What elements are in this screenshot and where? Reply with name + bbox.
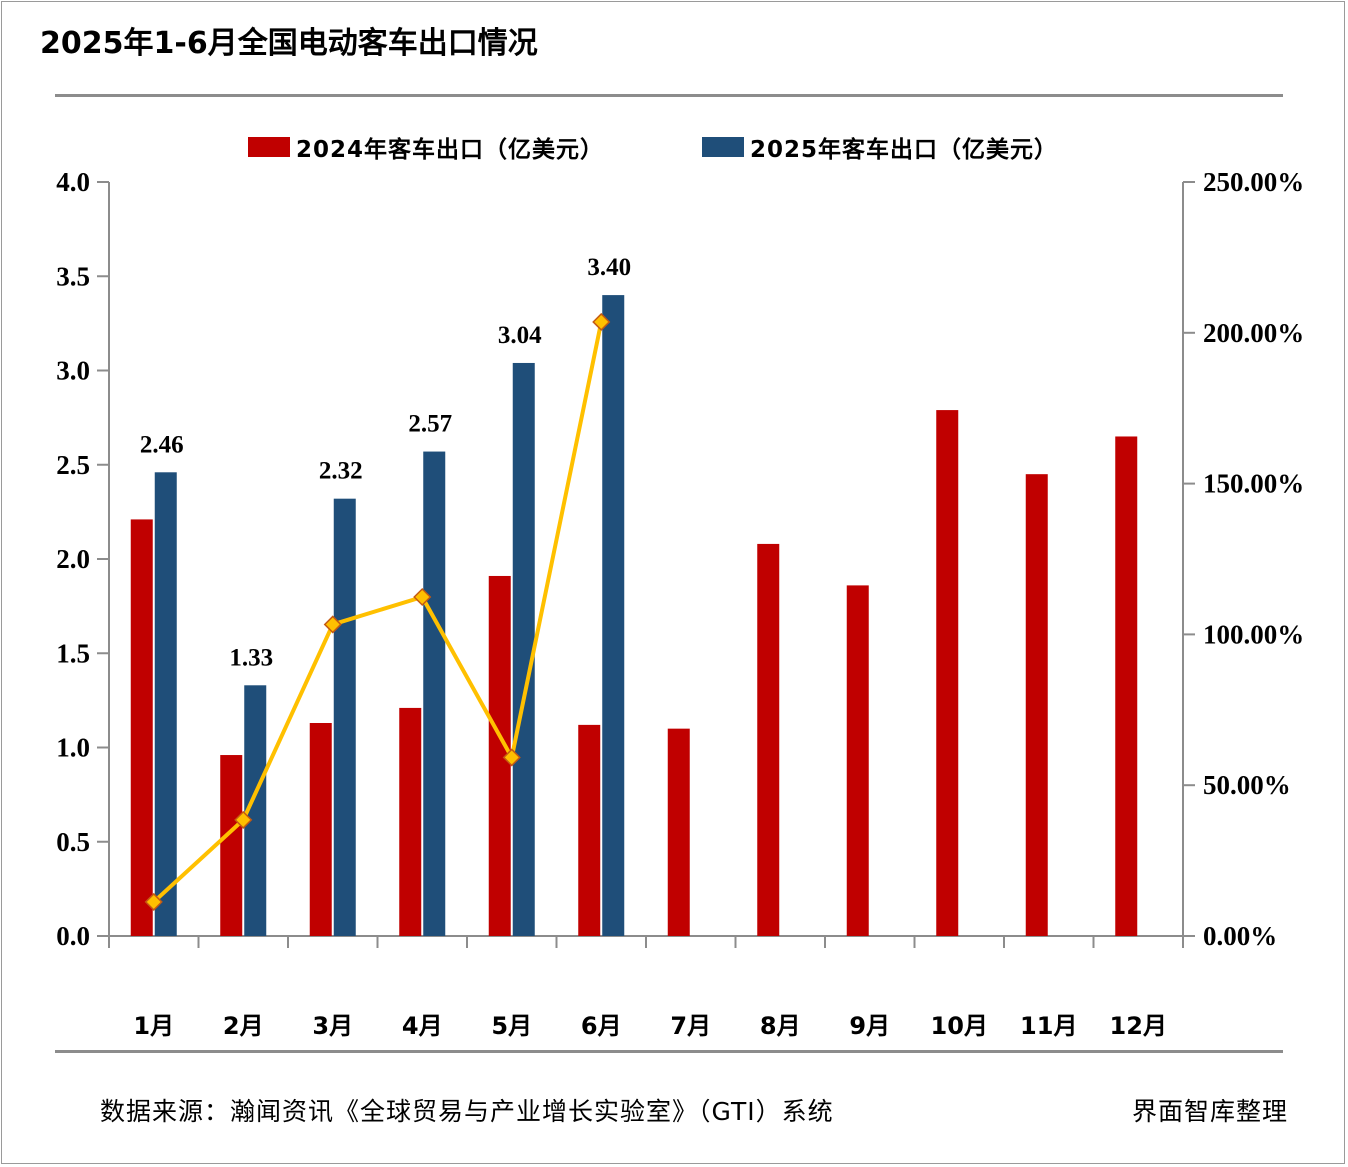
legend: 2024年客车出口（亿美元） 2025年客车出口（亿美元）: [0, 130, 1348, 170]
growth-line-marker: [323, 615, 342, 634]
footer-divider: [55, 1050, 1283, 1053]
title-divider: [55, 94, 1283, 97]
bar-2025: [423, 451, 446, 936]
chart-title: 2025年1-6月全国电动客车出口情况: [40, 26, 538, 61]
growth-line: [152, 321, 604, 904]
bar-2025-data-label: 3.04: [498, 322, 542, 349]
left-axis-tick-label: 2.5: [56, 450, 90, 480]
x-axis-category-label: 8月: [760, 1012, 801, 1040]
bar-2025: [244, 685, 267, 936]
bar-2025-data-label: 2.32: [319, 458, 363, 485]
right-axis-tick-label: 200.00%: [1203, 318, 1304, 348]
footer-source: 数据来源：瀚闻资讯《全球贸易与产业增长实验室》（GTI）系统: [100, 1097, 834, 1126]
bar-2024: [667, 728, 690, 936]
footer-credit: 界面智库整理: [1132, 1097, 1289, 1126]
bar-2024: [399, 707, 422, 936]
bar-2025: [333, 498, 356, 936]
x-axis-category-label: 12月: [1110, 1012, 1167, 1040]
x-axis-category-label: 1月: [133, 1012, 174, 1040]
growth-line-marker: [502, 748, 521, 767]
left-axis-tick-label: 2.0: [56, 544, 90, 574]
growth-line-marker: [234, 810, 253, 829]
right-axis-tick-label: 0.00%: [1203, 921, 1277, 951]
right-axis-tick-label: 150.00%: [1203, 469, 1304, 499]
x-axis-category-label: 4月: [402, 1012, 443, 1040]
bar-2025: [602, 295, 625, 937]
bar-2024: [220, 755, 243, 936]
left-axis-tick-label: 4.0: [56, 167, 90, 197]
legend-swatch-2024: [248, 137, 290, 157]
right-axis-tick-label: 250.00%: [1203, 167, 1304, 197]
legend-swatch-2025: [702, 137, 744, 157]
x-axis-category-label: 7月: [670, 1012, 711, 1040]
x-axis-category-label: 3月: [312, 1012, 353, 1040]
bar-2024: [1025, 474, 1048, 936]
x-axis-category-label: 5月: [491, 1012, 532, 1040]
left-axis-tick-label: 0.5: [56, 827, 90, 857]
left-axis-tick-label: 1.0: [56, 733, 90, 763]
x-axis-category-label: 11月: [1020, 1012, 1077, 1040]
bar-2024: [578, 724, 601, 936]
growth-line-marker: [413, 587, 432, 607]
x-axis-category-label: 6月: [581, 1012, 622, 1040]
bar-2025-data-label: 1.33: [229, 644, 273, 671]
bar-2025-data-label: 3.40: [587, 254, 631, 281]
left-axis-tick-label: 0.0: [56, 921, 90, 951]
bar-2024: [936, 410, 959, 937]
bar-2024: [130, 519, 153, 936]
bar-2024: [1115, 436, 1138, 936]
left-axis-tick-label: 3.0: [56, 356, 90, 386]
x-axis-category-label: 9月: [849, 1012, 890, 1040]
left-axis-tick-label: 1.5: [56, 638, 90, 668]
bar-2024: [309, 722, 332, 936]
bar-2024: [846, 585, 869, 936]
x-axis-category-label: 10月: [931, 1012, 988, 1040]
legend-label-2025: 2025年客车出口（亿美元）: [750, 137, 1059, 163]
legend-label-2024: 2024年客车出口（亿美元）: [296, 137, 605, 163]
growth-line-marker: [592, 312, 611, 332]
legend-item-2025: 2025年客车出口（亿美元）: [702, 130, 1058, 164]
bar-2025-data-label: 2.57: [408, 411, 452, 438]
bar-2024: [757, 543, 780, 936]
x-axis-category-label: 2月: [223, 1012, 264, 1040]
bar-2024: [488, 575, 511, 936]
right-axis-tick-label: 50.00%: [1203, 770, 1291, 800]
bar-2025-data-label: 2.46: [140, 431, 184, 458]
bar-2025: [512, 362, 535, 937]
growth-line-marker: [144, 892, 163, 911]
legend-item-2024: 2024年客车出口（亿美元）: [248, 130, 604, 164]
left-axis-tick-label: 3.5: [56, 261, 90, 291]
bar-2025: [154, 472, 177, 936]
right-axis-tick-label: 100.00%: [1203, 619, 1304, 649]
